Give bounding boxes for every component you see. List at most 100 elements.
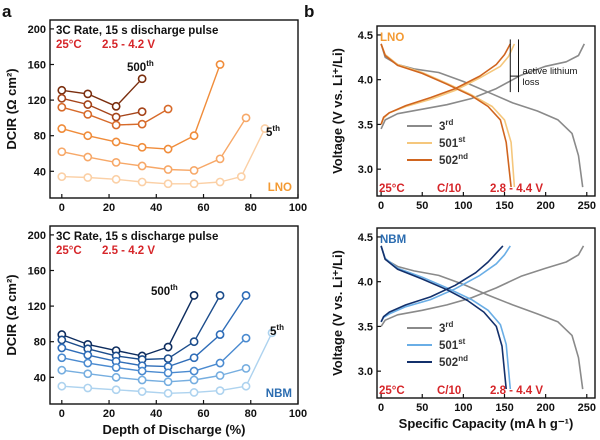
data-point — [83, 109, 93, 119]
data-point — [163, 165, 173, 174]
series-line — [61, 97, 143, 118]
y-tick-label: 4.0 — [358, 277, 373, 289]
x-tick-label: 150 — [495, 402, 513, 414]
y-axis-label: Voltage (V vs. Li⁺/Li) — [330, 48, 345, 174]
data-point — [215, 291, 225, 300]
data-point — [137, 161, 147, 171]
rate-note: C/10 — [437, 183, 461, 195]
voltage-range-note: 2.8 - 4.4 V — [490, 183, 543, 195]
x-tick-label: 0 — [59, 408, 65, 420]
data-point — [83, 131, 93, 141]
x-tick-label: 20 — [103, 202, 115, 214]
data-point — [57, 85, 67, 95]
rate-note: C/10 — [437, 385, 461, 397]
plot-frame — [49, 19, 299, 199]
data-point — [163, 368, 173, 378]
x-tick-label: 40 — [150, 202, 162, 214]
cycle-label-5th: 5th — [266, 124, 280, 139]
data-point — [260, 124, 270, 133]
data-point — [57, 353, 67, 363]
legend-label: 3rd — [439, 118, 454, 133]
data-point — [215, 371, 225, 380]
plot-frame — [376, 227, 596, 399]
data-point — [163, 377, 173, 387]
x-tick-label: 250 — [578, 402, 596, 414]
data-point — [241, 291, 251, 300]
x-tick-label: 80 — [245, 202, 257, 214]
x-axis-label: Depth of Discharge (%) — [102, 422, 245, 437]
data-point — [189, 131, 199, 141]
data-point — [189, 353, 199, 363]
data-point — [241, 113, 251, 123]
x-tick-label: 100 — [289, 202, 307, 214]
series-line — [61, 295, 195, 357]
y-tick-label: 3.5 — [358, 321, 373, 333]
data-point — [189, 291, 199, 300]
data-point — [111, 101, 121, 111]
plot-frame — [376, 25, 596, 197]
voltage-nbm-chart: 0 50 100 150 200 250 3.0 3.5 4.0 4.5 Voltage (V vs… — [330, 227, 596, 431]
data-point — [137, 142, 147, 152]
data-point — [83, 358, 93, 368]
plot-frame — [49, 225, 299, 405]
data-point — [83, 173, 93, 182]
annotation-text: active lithium — [522, 66, 577, 77]
condition-note: 3C Rate, 15 s discharge pulse — [56, 25, 218, 37]
data-point — [83, 89, 93, 99]
data-point — [137, 375, 147, 385]
material-label: LNO — [268, 182, 292, 194]
y-tick-label: 200 — [28, 230, 46, 242]
data-point — [111, 174, 121, 184]
data-point — [163, 104, 173, 114]
data-point — [189, 375, 199, 385]
data-point — [189, 179, 199, 189]
data-point — [189, 337, 199, 347]
data-point — [57, 365, 67, 375]
data-point — [241, 363, 251, 373]
data-point — [137, 107, 147, 117]
data-point — [137, 119, 147, 129]
x-tick-label: 100 — [454, 402, 472, 414]
series-line — [380, 245, 511, 323]
series-line — [380, 43, 512, 125]
data-point — [111, 372, 121, 382]
cycle-label-500th: 500th — [151, 283, 178, 298]
y-axis-label: Voltage (V vs. Li⁺/Li) — [330, 250, 345, 376]
y-axis-label: DCIR (Ω cm²) — [4, 68, 19, 149]
series-line — [61, 78, 143, 108]
annotation-text: loss — [522, 77, 539, 88]
temperature-note: 25°C — [56, 245, 82, 257]
data-point — [163, 144, 173, 154]
y-tick-label: 160 — [28, 60, 46, 72]
data-point — [215, 330, 225, 339]
x-tick-label: 50 — [416, 402, 428, 414]
material-label: LNO — [380, 32, 404, 44]
legend-label: 501st — [439, 337, 466, 352]
data-point — [163, 354, 173, 364]
data-point — [111, 157, 121, 167]
material-label: NBM — [266, 388, 292, 400]
x-tick-label: 250 — [578, 200, 596, 212]
x-tick-label: 60 — [197, 408, 209, 420]
y-tick-label: 120 — [28, 301, 46, 313]
data-point — [215, 386, 225, 396]
condition-note: 3C Rate, 15 s discharge pulse — [56, 231, 218, 243]
voltage-range-note: 2.5 - 4.2 V — [102, 245, 155, 257]
x-tick-label: 60 — [197, 202, 209, 214]
data-point — [83, 383, 93, 393]
y-tick-label: 4.5 — [358, 232, 373, 244]
data-point — [83, 350, 93, 360]
y-tick-label: 3.0 — [358, 366, 373, 378]
x-tick-label: 80 — [245, 408, 257, 420]
data-point — [57, 147, 67, 157]
series-line — [380, 43, 586, 130]
y-tick-label: 200 — [28, 24, 46, 36]
data-point — [57, 172, 67, 182]
data-point — [83, 152, 93, 162]
dcir-lno-chart: 0 20 40 60 80 100 40 80 120 160 200 DCIR (Ω cm²) 3C … — [4, 19, 307, 214]
temperature-note: 25°C — [56, 39, 82, 51]
series-line — [61, 117, 247, 172]
legend-label: 501st — [439, 135, 466, 150]
series-line — [380, 43, 512, 188]
